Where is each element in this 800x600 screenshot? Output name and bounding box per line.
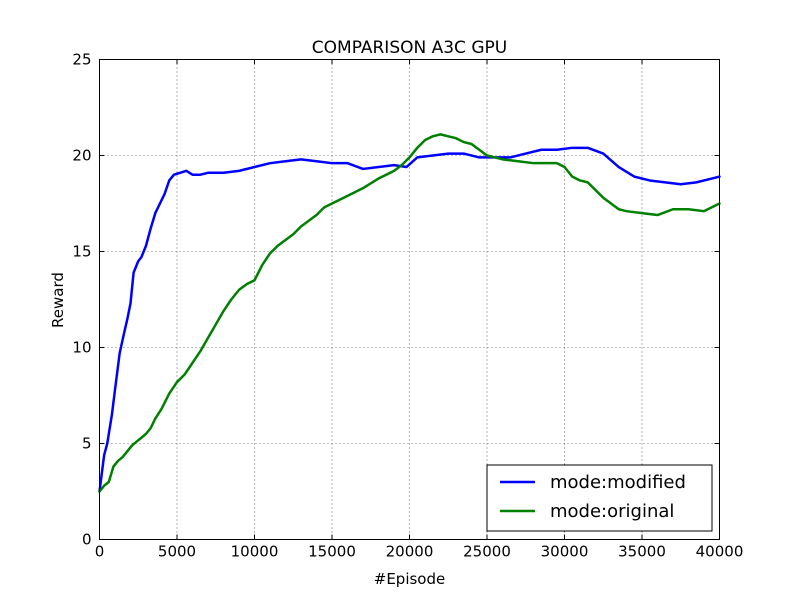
ticks: 0 5000 10000 15000 20000 25000 30000 35000 40000… <box>72 51 743 561</box>
legend-label-2: mode:original <box>550 501 674 522</box>
chart-title: COMPARISON A3C GPU <box>312 38 507 58</box>
series-line-2 <box>98 133 721 493</box>
x-tick-label: 20000 <box>386 543 434 561</box>
series-line-1 <box>98 146 721 493</box>
x-axis-label: #Episode <box>374 570 445 588</box>
legend-label-1: mode:modified <box>550 472 686 493</box>
y-tick-label: 0 <box>82 531 92 549</box>
x-tick-label: 5000 <box>158 543 196 561</box>
x-tick-label: 25000 <box>463 543 511 561</box>
y-tick-label: 20 <box>72 147 91 165</box>
series-layer <box>98 133 721 493</box>
x-tick-label: 15000 <box>308 543 356 561</box>
grid <box>99 59 720 540</box>
x-tick-label: 30000 <box>541 543 589 561</box>
legend-box <box>486 464 713 532</box>
x-tick-label: 10000 <box>231 543 279 561</box>
x-tick-label: 35000 <box>618 543 666 561</box>
y-tick-label: 5 <box>82 435 92 453</box>
y-tick-label: 25 <box>72 51 91 69</box>
y-axis-label: Reward <box>49 272 67 328</box>
x-tick-label: 0 <box>95 543 105 561</box>
x-tick-label: 40000 <box>696 543 744 561</box>
legend: mode:modified mode:original <box>486 464 713 532</box>
y-tick-label: 10 <box>72 339 91 357</box>
y-tick-label: 15 <box>72 243 91 261</box>
